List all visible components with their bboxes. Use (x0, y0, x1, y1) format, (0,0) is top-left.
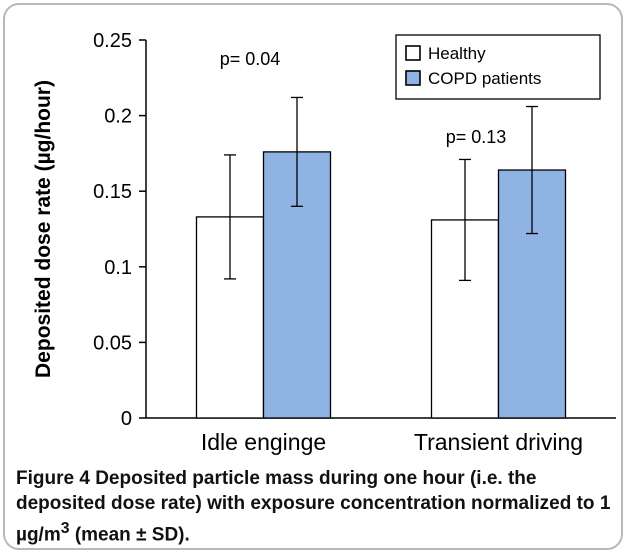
x-category-label: Transient driving (414, 429, 583, 455)
chart-axes: 0 0.05 0.1 0.15 0.2 0.25 Deposited dose rate (… (32, 30, 616, 455)
y-tick-label: 0.05 (93, 332, 132, 354)
chart-annotations: p= 0.04 p= 0.13 (220, 49, 507, 147)
legend-label: COPD patients (428, 69, 541, 88)
caption-text: Deposited particle mass during one hour … (16, 468, 611, 546)
y-tick-label: 0 (121, 408, 132, 430)
legend-box (395, 34, 601, 100)
y-tick-label: 0.2 (104, 106, 132, 128)
p-value-annotation: p= 0.04 (220, 49, 281, 69)
caption-text-end: (mean ± SD). (69, 524, 190, 546)
legend-label: Healthy (428, 44, 486, 63)
legend-swatch (405, 70, 421, 86)
y-tick-label: 0.15 (93, 181, 132, 203)
bar-chart: 0 0.05 0.1 0.15 0.2 0.25 Deposited dose rate (… (32, 30, 616, 455)
chart-bars (195, 151, 567, 419)
y-tick-label: 0.25 (93, 30, 132, 52)
p-value-annotation: p= 0.13 (446, 127, 507, 147)
y-tick-label: 0.1 (104, 257, 132, 279)
caption-label: Figure 4 (16, 468, 90, 489)
bar-copd (262, 151, 332, 419)
x-category-label: Idle enginge (201, 429, 326, 455)
y-axis-title: Deposited dose rate (µg/hour) (32, 80, 55, 378)
chart-legend: Healthy COPD patients (395, 34, 601, 100)
caption-superscript: 3 (60, 520, 70, 537)
legend-swatch (405, 45, 421, 61)
chart-error-bars (224, 96, 538, 282)
figure-caption: Figure 4 Deposited particle mass during … (16, 466, 612, 547)
